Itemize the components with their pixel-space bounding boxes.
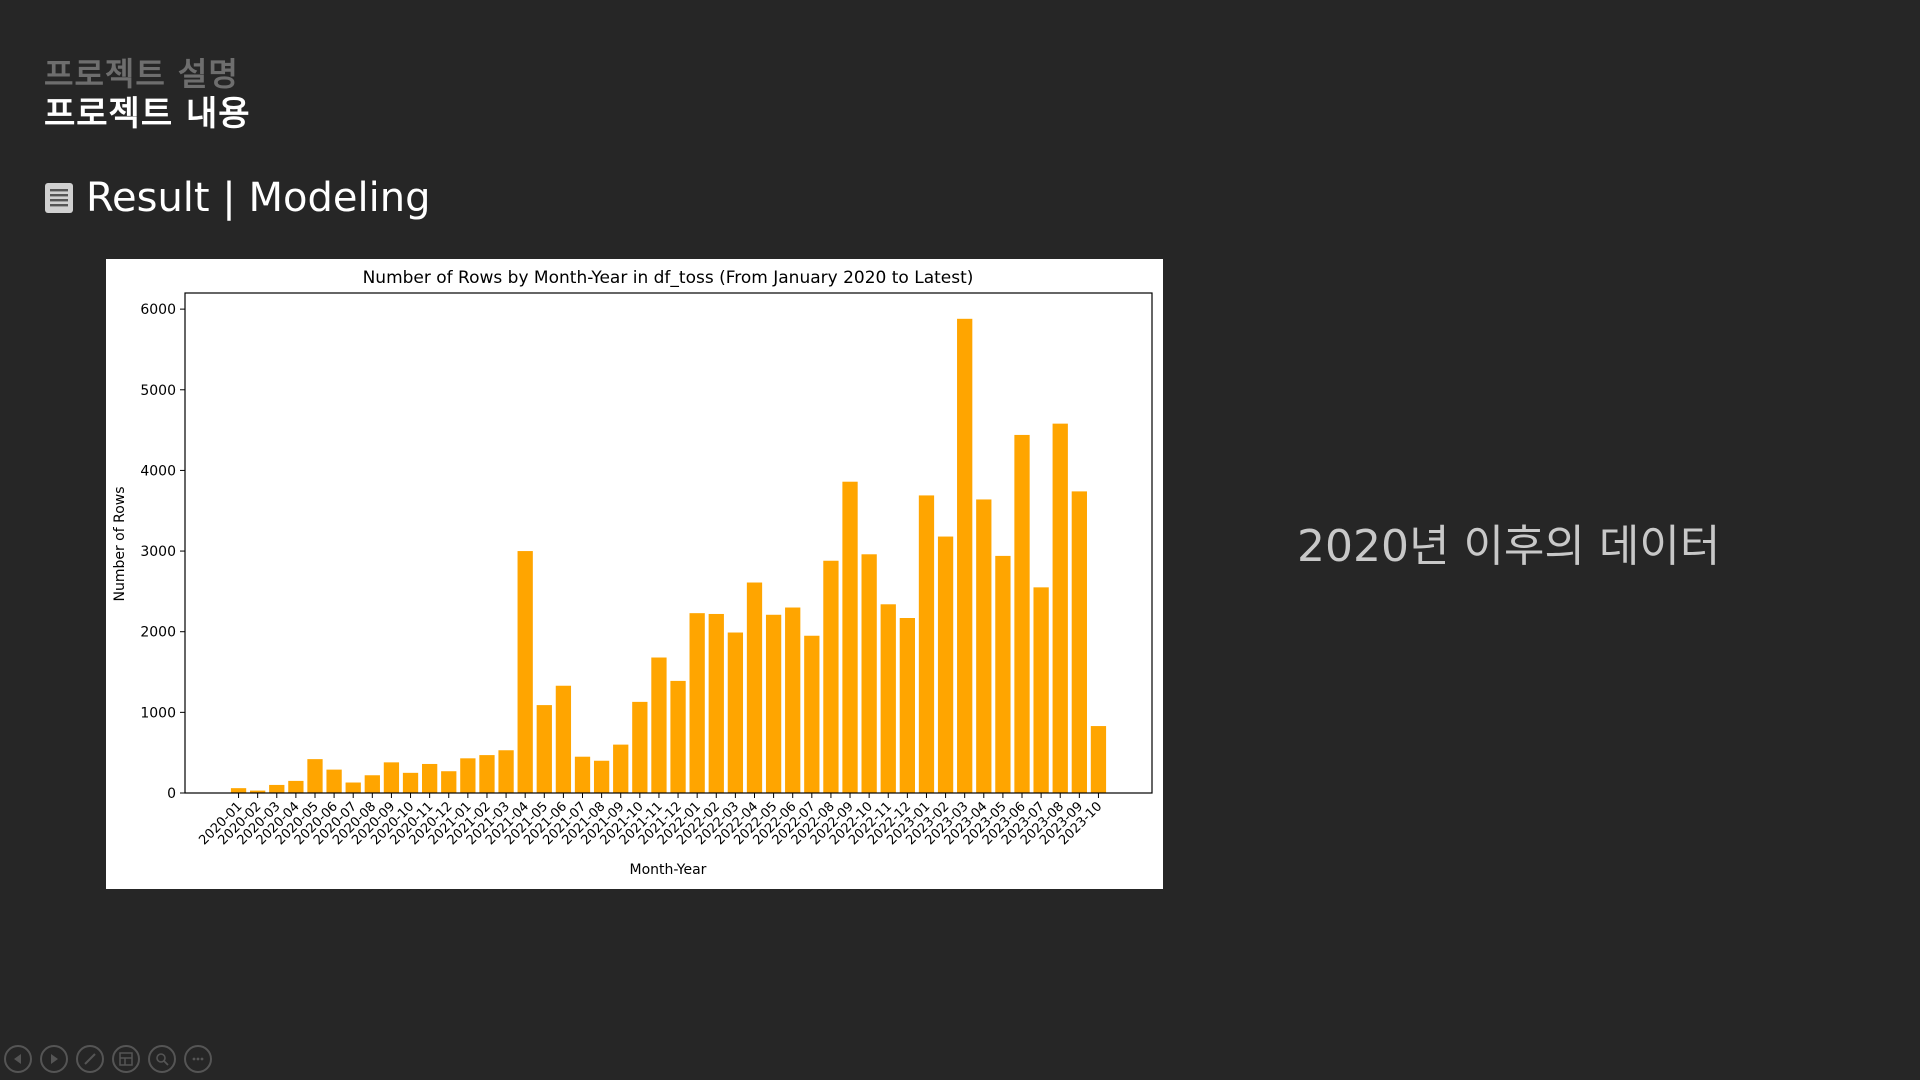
- bar-2021-11: [651, 657, 667, 793]
- bar-2022-05: [765, 614, 782, 793]
- y-tick-label: 0: [167, 786, 176, 802]
- more-icon: [192, 1057, 204, 1061]
- bar-2023-06: [1014, 434, 1030, 793]
- zoom-button[interactable]: [148, 1045, 176, 1073]
- bar-2020-08: [364, 775, 380, 793]
- section-title: Result | Modeling: [86, 175, 431, 221]
- y-tick-label: 6000: [140, 302, 176, 318]
- bar-2022-03: [727, 632, 744, 793]
- bar-2022-06: [785, 607, 801, 793]
- bar-2020-03: [269, 784, 285, 793]
- bar-2021-09: [613, 744, 629, 793]
- project-subtitle: 프로젝트 설명: [44, 55, 239, 93]
- bar-2021-08: [593, 760, 610, 793]
- bar-2020-11: [421, 763, 438, 793]
- y-tick-label: 3000: [140, 544, 176, 560]
- bar-2021-12: [670, 680, 686, 793]
- chart-container: Number of Rows by Month-Year in df_toss …: [106, 259, 1163, 889]
- bar-2023-03: [957, 318, 973, 793]
- bar-2020-02: [250, 790, 266, 793]
- chart-bars: [230, 318, 1107, 793]
- chart-title: Number of Rows by Month-Year in df_toss …: [363, 268, 974, 288]
- previous-icon: [14, 1054, 21, 1064]
- bar-2023-10: [1090, 726, 1107, 793]
- presentation-controls: [4, 1045, 212, 1073]
- bar-2023-01: [918, 495, 935, 793]
- bar-2022-12: [899, 618, 916, 793]
- bar-2022-10: [861, 554, 877, 793]
- bar-2020-06: [326, 769, 342, 793]
- bar-2020-12: [441, 771, 457, 793]
- bar-2021-04: [517, 551, 533, 793]
- bar-2023-02: [937, 536, 954, 793]
- bar-2023-08: [1052, 423, 1068, 793]
- bar-2022-02: [708, 613, 724, 793]
- more-options-button[interactable]: [184, 1045, 212, 1073]
- chart-x-ticks: 2020-012020-022020-032020-042020-052020-…: [196, 793, 1105, 848]
- next-slide-button[interactable]: [40, 1045, 68, 1073]
- document-list-icon: [44, 182, 74, 214]
- y-tick-label: 5000: [140, 383, 176, 399]
- slides-grid-button[interactable]: [112, 1045, 140, 1073]
- bar-2020-05: [307, 759, 323, 793]
- pen-button[interactable]: [76, 1045, 104, 1073]
- bar-2021-01: [460, 758, 476, 793]
- bar-2020-07: [345, 782, 361, 793]
- y-tick-label: 2000: [140, 625, 176, 641]
- chart-y-ticks: 0 1000 2000 3000 4000 5000 6000: [140, 302, 185, 802]
- bar-2020-10: [402, 772, 419, 793]
- bar-2022-11: [880, 604, 896, 793]
- bar-2023-05: [995, 555, 1011, 793]
- y-tick-label: 1000: [140, 705, 176, 721]
- bar-chart: Number of Rows by Month-Year in df_toss …: [112, 268, 1153, 878]
- bar-2021-10: [632, 701, 648, 793]
- bar-2020-01: [230, 788, 247, 793]
- previous-slide-button[interactable]: [4, 1045, 32, 1073]
- zoom-icon: [156, 1053, 169, 1066]
- section-heading: Result | Modeling: [44, 170, 430, 226]
- bar-2020-04: [288, 780, 304, 793]
- bar-2023-09: [1071, 491, 1087, 793]
- bar-2020-09: [383, 762, 400, 793]
- bar-2022-01: [689, 613, 705, 793]
- pen-icon: [84, 1053, 96, 1065]
- chart-plot-frame: [184, 292, 1153, 794]
- bar-2023-07: [1033, 587, 1049, 793]
- project-title: 프로젝트 내용: [44, 94, 251, 134]
- bar-2021-05: [536, 705, 552, 793]
- bar-2022-08: [823, 560, 839, 793]
- bar-2021-06: [555, 685, 572, 793]
- slide-caption: 2020년 이후의 데이터: [1297, 521, 1721, 572]
- bar-2022-04: [746, 582, 763, 793]
- chart-x-axis-label: Month-Year: [630, 862, 707, 878]
- y-tick-label: 4000: [140, 463, 176, 479]
- bar-2021-07: [574, 756, 591, 793]
- bar-2021-02: [479, 755, 495, 793]
- bar-2022-07: [804, 635, 820, 793]
- bar-2021-03: [498, 750, 514, 793]
- chart-y-axis-label: Number of Rows: [112, 486, 128, 601]
- bar-2022-09: [842, 481, 858, 793]
- next-icon: [51, 1054, 58, 1064]
- bar-2023-04: [976, 499, 992, 793]
- slides-grid-icon: [119, 1052, 133, 1066]
